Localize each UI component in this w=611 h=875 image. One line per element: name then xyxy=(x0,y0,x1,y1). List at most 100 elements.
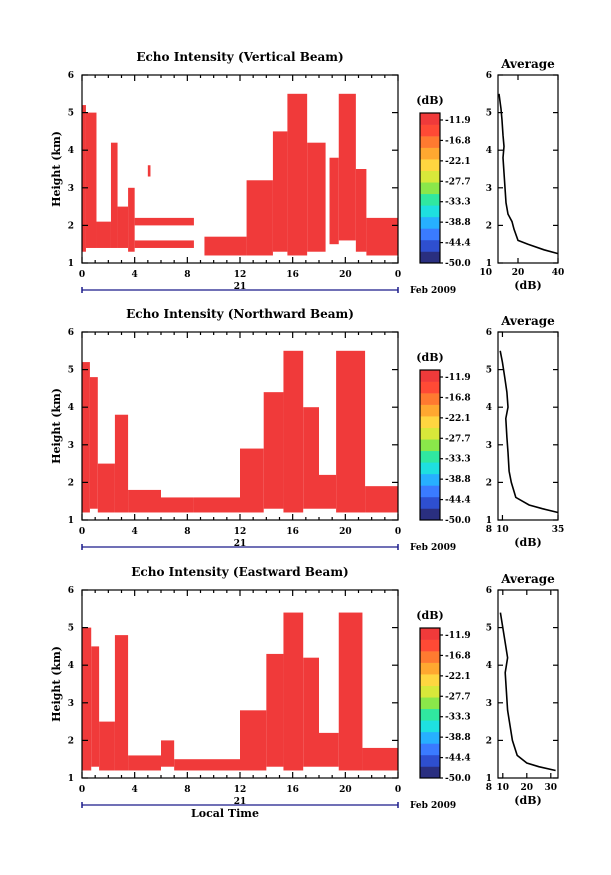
x-tick-label: 16 xyxy=(286,527,299,537)
colorbar-swatch-4 xyxy=(420,205,440,218)
average-title: Average xyxy=(500,572,555,586)
average-profile-line xyxy=(499,350,559,514)
average-x-min-label: 10 xyxy=(479,268,492,278)
y-tick-label: 4 xyxy=(68,661,74,671)
average-x-axis-label: (dB) xyxy=(514,279,541,292)
colorbar-swatch-9 xyxy=(420,662,440,675)
echo-cell-9-0 xyxy=(283,612,304,771)
colorbar-swatch-2 xyxy=(420,485,440,498)
colorbar-swatch-11 xyxy=(420,639,440,652)
colorbar-swatch-0 xyxy=(420,766,440,779)
colorbar-tick-label: -44.4 xyxy=(445,496,471,506)
echo-cell-8-0 xyxy=(263,392,284,509)
colorbar-swatch-1 xyxy=(420,496,440,509)
colorbar-swatch-9 xyxy=(420,147,440,160)
y-tick-label: 3 xyxy=(68,441,74,451)
y-axis-label: Height (km) xyxy=(50,388,63,464)
colorbar-swatch-5 xyxy=(420,708,440,721)
echo-cell-15-0 xyxy=(338,93,356,241)
y-tick-label: 1 xyxy=(68,516,74,526)
colorbar-tick-label: -50.0 xyxy=(445,516,471,526)
x-tick-label: 0 xyxy=(79,527,85,537)
average-y-tick-label: 6 xyxy=(486,328,492,338)
colorbar-tick-label: -27.7 xyxy=(445,434,471,444)
average-y-tick-label: 1 xyxy=(486,774,492,784)
echo-cell-13-0 xyxy=(365,486,398,513)
colorbar-frame xyxy=(419,627,441,779)
date-day: 21 xyxy=(234,539,247,549)
echo-cell-3-0 xyxy=(114,635,129,771)
colorbar-tick-label: -11.9 xyxy=(445,116,471,126)
colorbar-swatch-4 xyxy=(420,720,440,733)
echo-cell-1-0 xyxy=(85,112,97,248)
colorbar-swatch-4 xyxy=(420,462,440,475)
colorbar-swatch-12 xyxy=(420,113,440,125)
average-x-tick-label: 40 xyxy=(552,268,565,278)
echo-cell-8-1 xyxy=(161,217,194,226)
colorbar-tick-label: -38.8 xyxy=(445,475,471,485)
echo-cell-8-0 xyxy=(266,653,284,767)
echo-cell-10-0 xyxy=(246,180,273,256)
average-x-tick-label: 30 xyxy=(545,783,558,793)
colorbar-unit: (dB) xyxy=(416,94,443,107)
colorbar-tick-label: -16.8 xyxy=(445,393,471,403)
y-tick-label: 2 xyxy=(68,478,74,488)
y-tick-label: 3 xyxy=(68,184,74,194)
x-tick-label: 4 xyxy=(132,527,138,537)
colorbar-tick-label: -11.9 xyxy=(445,373,471,383)
colorbar-swatch-2 xyxy=(420,743,440,756)
colorbar-unit: (dB) xyxy=(416,351,443,364)
colorbar-swatch-0 xyxy=(420,508,440,521)
average-title: Average xyxy=(500,57,555,71)
average-y-tick-label: 4 xyxy=(486,146,492,156)
echo-cell-0-0 xyxy=(82,362,90,513)
colorbar-unit: (dB) xyxy=(416,609,443,622)
echo-cell-14-0 xyxy=(329,157,339,245)
colorbar-tick-label: -44.4 xyxy=(445,239,471,249)
colorbar-swatch-8 xyxy=(420,416,440,428)
colorbar-swatch-5 xyxy=(420,450,440,463)
echo-cell-6-0 xyxy=(174,759,240,771)
colorbar-tick-label: -22.1 xyxy=(445,414,471,424)
x-tick-label: 12 xyxy=(234,270,247,280)
chart-title: Echo Intensity (Vertical Beam) xyxy=(136,50,343,64)
colorbar-swatch-12 xyxy=(420,628,440,640)
average-frame xyxy=(497,74,559,264)
colorbar-swatch-2 xyxy=(420,228,440,241)
average-x-tick-label: 20 xyxy=(521,783,534,793)
echo-cell-8-0 xyxy=(161,240,194,248)
echo-cell-7-0 xyxy=(240,448,264,513)
echo-cell-6-0 xyxy=(193,497,240,513)
colorbar-swatch-10 xyxy=(420,393,440,405)
y-tick-label: 2 xyxy=(68,736,74,746)
echo-cell-2-0 xyxy=(99,721,115,771)
colorbar-tick-label: -16.8 xyxy=(445,136,471,146)
echo-cell-11-0 xyxy=(319,732,339,767)
echo-cell-5-0 xyxy=(161,497,194,513)
average-y-tick-label: 5 xyxy=(486,624,492,634)
x-tick-label: 0 xyxy=(395,785,401,795)
colorbar-tick-label: -50.0 xyxy=(445,774,471,784)
echo-cell-3-0 xyxy=(110,142,118,248)
colorbar-tick-label: -27.7 xyxy=(445,692,471,702)
x-tick-label: 12 xyxy=(234,527,247,537)
colorbar-swatch-6 xyxy=(420,439,440,452)
average-y-tick-label: 3 xyxy=(486,699,492,709)
colorbar-swatch-3 xyxy=(420,216,440,229)
average-y-tick-label: 4 xyxy=(486,661,492,671)
echo-cell-0-0 xyxy=(82,105,86,252)
x-axis-label: Local Time xyxy=(191,807,259,820)
x-tick-label: 0 xyxy=(395,527,401,537)
x-tick-label: 8 xyxy=(184,785,190,795)
date-day: 21 xyxy=(234,282,247,292)
colorbar-tick-label: -38.8 xyxy=(445,733,471,743)
average-title: Average xyxy=(500,314,555,328)
x-tick-label: 8 xyxy=(184,527,190,537)
y-tick-label: 4 xyxy=(68,146,74,156)
x-tick-label: 20 xyxy=(339,785,352,795)
colorbar-tick-label: -44.4 xyxy=(445,754,471,764)
x-tick-label: 20 xyxy=(339,527,352,537)
average-y-tick-label: 6 xyxy=(486,586,492,596)
